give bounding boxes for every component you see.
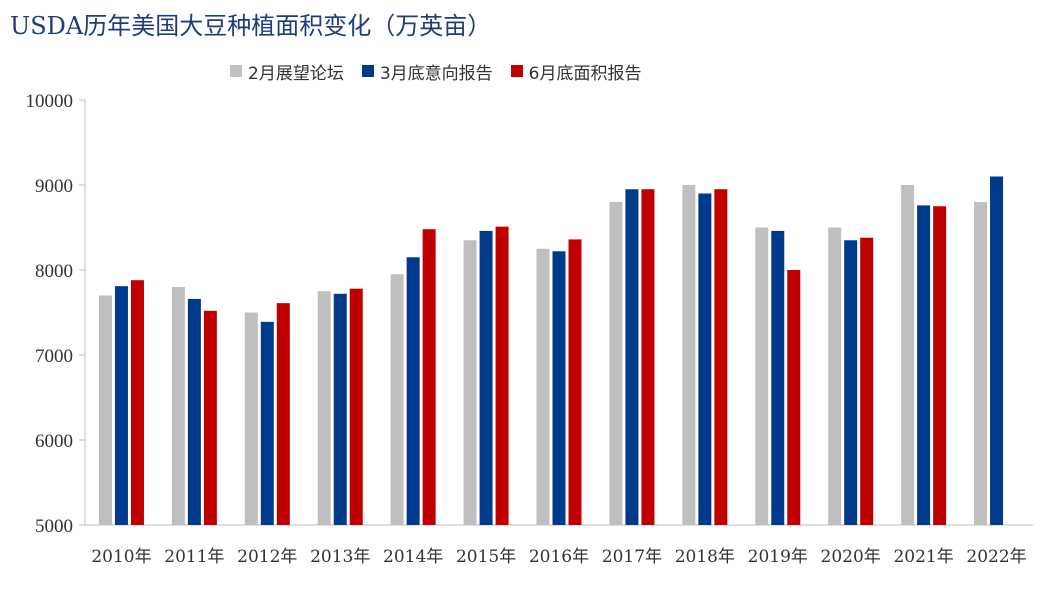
legend-label-jun: 6月底面积报告 — [528, 63, 642, 84]
bar — [130, 280, 144, 525]
legend-swatch-mar — [361, 65, 374, 77]
x-tick-label: 2013年 — [310, 547, 370, 567]
legend-label-feb: 2月展望论坛 — [248, 63, 344, 84]
bar — [187, 298, 201, 525]
bar — [714, 189, 728, 525]
x-tick-label: 2015年 — [456, 547, 516, 567]
x-tick-label: 2017年 — [602, 547, 662, 567]
bar — [536, 248, 550, 525]
bar — [349, 288, 363, 525]
x-tick-label: 2018年 — [675, 547, 735, 567]
x-tick-label: 2011年 — [164, 547, 224, 567]
bar — [901, 185, 915, 525]
legend-item-jun: 6月底面积报告 — [510, 59, 642, 84]
bar — [260, 321, 274, 525]
bar — [682, 185, 696, 525]
y-tick-label: 6000 — [35, 431, 73, 452]
x-tick-label: 2016年 — [529, 547, 589, 567]
legend-swatch-jun — [510, 65, 523, 77]
bar — [625, 189, 639, 525]
y-tick-label: 7000 — [35, 346, 73, 367]
bar — [203, 310, 217, 525]
bar — [990, 176, 1004, 525]
bar — [406, 257, 420, 525]
bar — [114, 286, 128, 525]
bar — [844, 240, 858, 525]
x-tick-label: 2014年 — [383, 547, 443, 567]
bar — [828, 227, 842, 525]
x-tick-label: 2019年 — [748, 547, 808, 567]
bar — [390, 274, 404, 525]
x-tick-label: 2010年 — [91, 547, 151, 567]
legend-item-feb: 2月展望论坛 — [230, 59, 344, 84]
bar — [333, 293, 347, 525]
bar — [479, 230, 493, 525]
bar — [933, 206, 947, 525]
bar — [698, 193, 712, 525]
x-tick-label: 2020年 — [821, 547, 881, 567]
x-tick-label: 2022年 — [966, 547, 1026, 567]
y-tick-label: 9000 — [35, 176, 73, 197]
bar — [422, 229, 436, 525]
bar — [860, 237, 874, 525]
legend-swatch-feb — [230, 65, 242, 77]
x-tick-label: 2012年 — [237, 547, 297, 567]
bar — [787, 270, 801, 525]
bar — [463, 240, 477, 525]
bar — [276, 303, 290, 525]
legend: 2月展望论坛 3月底意向报告 6月底面积报告 — [230, 59, 659, 84]
bar — [317, 291, 331, 525]
bar — [244, 312, 258, 525]
bar — [974, 202, 988, 525]
chart-title: USDA历年美国大豆种植面积变化（万英亩） — [10, 12, 492, 40]
bar — [609, 202, 623, 525]
bar — [641, 189, 655, 525]
bar — [755, 227, 769, 525]
y-tick-label: 8000 — [35, 261, 73, 282]
y-tick-label: 5000 — [35, 516, 73, 537]
y-tick-label: 10000 — [26, 91, 74, 112]
x-tick-label: 2021年 — [893, 547, 953, 567]
bar — [568, 239, 582, 525]
bar — [917, 205, 931, 525]
legend-label-mar: 3月底意向报告 — [379, 63, 493, 84]
bar — [98, 295, 112, 525]
bar — [495, 226, 509, 525]
bar — [552, 251, 566, 526]
legend-item-mar: 3月底意向报告 — [361, 59, 493, 84]
bar — [771, 230, 785, 525]
bar — [171, 287, 185, 525]
